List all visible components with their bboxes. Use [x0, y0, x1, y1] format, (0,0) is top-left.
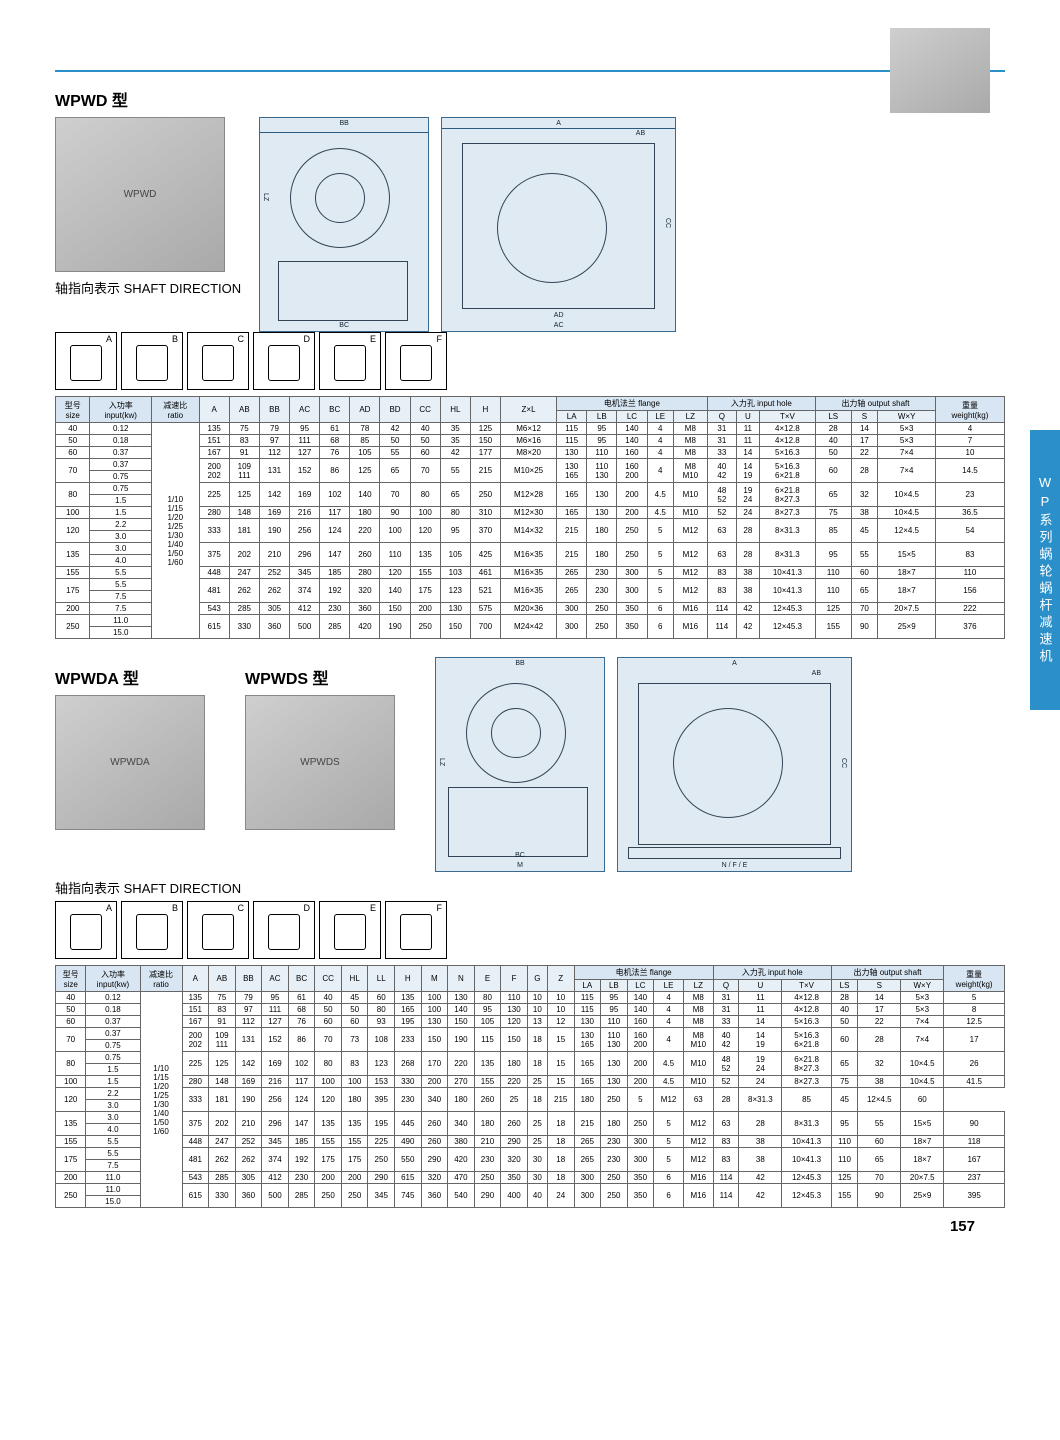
wpwds-photo: WPWDS	[245, 695, 395, 830]
tech-drawing-front: BB BC LZ	[259, 117, 429, 332]
tech-drawing-top: A AB AD AC CC	[441, 117, 676, 332]
shaft-direction-variant	[187, 332, 249, 390]
product-mini-photo	[890, 28, 990, 113]
section2s-title: WPWDS 型	[245, 665, 395, 689]
shaft-direction-variant	[253, 901, 315, 959]
shaft-direction-variant	[385, 332, 447, 390]
shaft-direction-label-2: 轴指向表示 SHAFT DIRECTION	[55, 878, 1005, 897]
shaft-direction-variant	[319, 901, 381, 959]
shaft-direction-variant	[121, 332, 183, 390]
tech-drawing-top-2: A AB N / F / E CC	[617, 657, 852, 872]
shaft-direction-variant	[55, 901, 117, 959]
wpwd-photo: WPWD	[55, 117, 225, 272]
shaft-direction-variant	[121, 901, 183, 959]
shaft-direction-variant	[319, 332, 381, 390]
shaft-direction-variant	[385, 901, 447, 959]
header-rule	[55, 70, 1005, 72]
shaft-direction-variant	[55, 332, 117, 390]
section1-title: WPWD 型	[55, 87, 1005, 111]
shaft-direction-label: 轴指向表示 SHAFT DIRECTION	[55, 278, 241, 297]
shaft-direction-variant	[253, 332, 315, 390]
tech-drawing-front-2: BB BC M LZ	[435, 657, 605, 872]
shaft-direction-row-2	[55, 901, 1005, 959]
shaft-direction-variant	[187, 901, 249, 959]
side-tab: WP系列蜗轮蜗杆减速机	[1030, 430, 1060, 710]
spec-table-2: 型号size入功率input(kw)减速比ratioAABBBACBCCCHLL…	[55, 965, 1005, 1208]
section2a-title: WPWDA 型	[55, 665, 205, 689]
spec-table-1: 型号size入功率input(kw)减速比ratioAABBBACBCADBDC…	[55, 396, 1005, 639]
wpwda-photo: WPWDA	[55, 695, 205, 830]
shaft-direction-row-1	[55, 332, 1005, 390]
page-number: 157	[55, 1218, 1005, 1235]
